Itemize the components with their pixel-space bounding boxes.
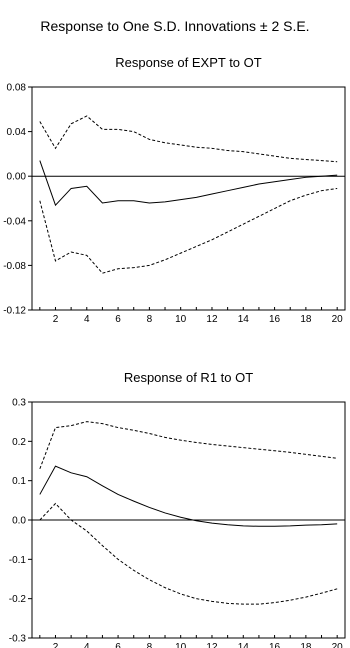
panel-1-x-tick-label: 6 (115, 314, 121, 325)
panel-1-y-tick-label: 0.08 (7, 83, 27, 94)
panel-1-y-tick-label: -0.04 (3, 216, 26, 227)
panel-1-title: Response of EXPT to OT (115, 55, 261, 70)
panel-2-x-tick-label: 8 (147, 642, 153, 648)
panel-1-x-tick-label: 4 (84, 314, 90, 325)
panel-1-x-tick-label: 18 (300, 314, 312, 325)
panel-2-x-tick-label: 20 (332, 642, 344, 648)
panel-2-x-tick-label: 14 (238, 642, 250, 648)
panel-2-y-tick-label: 0.2 (12, 437, 26, 448)
panel-1-x-tick-label: 20 (332, 314, 344, 325)
panel-1-x-tick-label: 14 (238, 314, 250, 325)
panel-2-y-tick-label: -0.3 (9, 634, 27, 645)
panel-1-y-tick-label: 0.00 (7, 172, 27, 183)
panel-2-x-tick-label: 2 (53, 642, 59, 648)
panel-1-x-tick-label: 8 (147, 314, 153, 325)
panel-1-x-tick-label: 16 (269, 314, 281, 325)
panel-1-frame (31, 86, 346, 311)
panel-1-x-tick-label: 10 (175, 314, 187, 325)
panel-2-y-tick-label: -0.1 (9, 555, 27, 566)
panel-1-lower-line (39, 187, 338, 274)
panel-2-upper-line (39, 421, 338, 470)
panel-2-x-tick-label: 16 (269, 642, 281, 648)
panel-1-y-tick-label: 0.04 (7, 127, 27, 138)
panel-2-x-tick-label: 18 (300, 642, 312, 648)
panel-2-x-tick-label: 12 (206, 642, 218, 648)
panel-2-y-tick-label: -0.2 (9, 594, 27, 605)
panel-2-x-tick-label: 4 (84, 642, 90, 648)
panel-2-y-tick-label: 0.3 (12, 398, 26, 409)
panel-1-upper-line (39, 115, 338, 163)
panel-2-response-line (39, 465, 338, 527)
figure-title: Response to One S.D. Innovations ± 2 S.E… (40, 18, 310, 34)
panel-2-lower-line (39, 502, 338, 605)
panel-2-y-tick-label: 0.1 (12, 476, 26, 487)
panel-1-y-tick-label: -0.08 (3, 261, 26, 272)
panel-2-title: Response of R1 to OT (124, 370, 253, 385)
panel-1-response-line (39, 160, 338, 207)
panel-2-y-tick-label: 0.0 (12, 516, 26, 527)
panel-2-x-tick-label: 10 (175, 642, 187, 648)
panel-1-x-tick-label: 12 (206, 314, 218, 325)
panel-1-y-tick-label: -0.12 (3, 306, 26, 317)
panel-2-x-tick-label: 6 (115, 642, 121, 648)
panel-1-x-tick-label: 2 (53, 314, 59, 325)
